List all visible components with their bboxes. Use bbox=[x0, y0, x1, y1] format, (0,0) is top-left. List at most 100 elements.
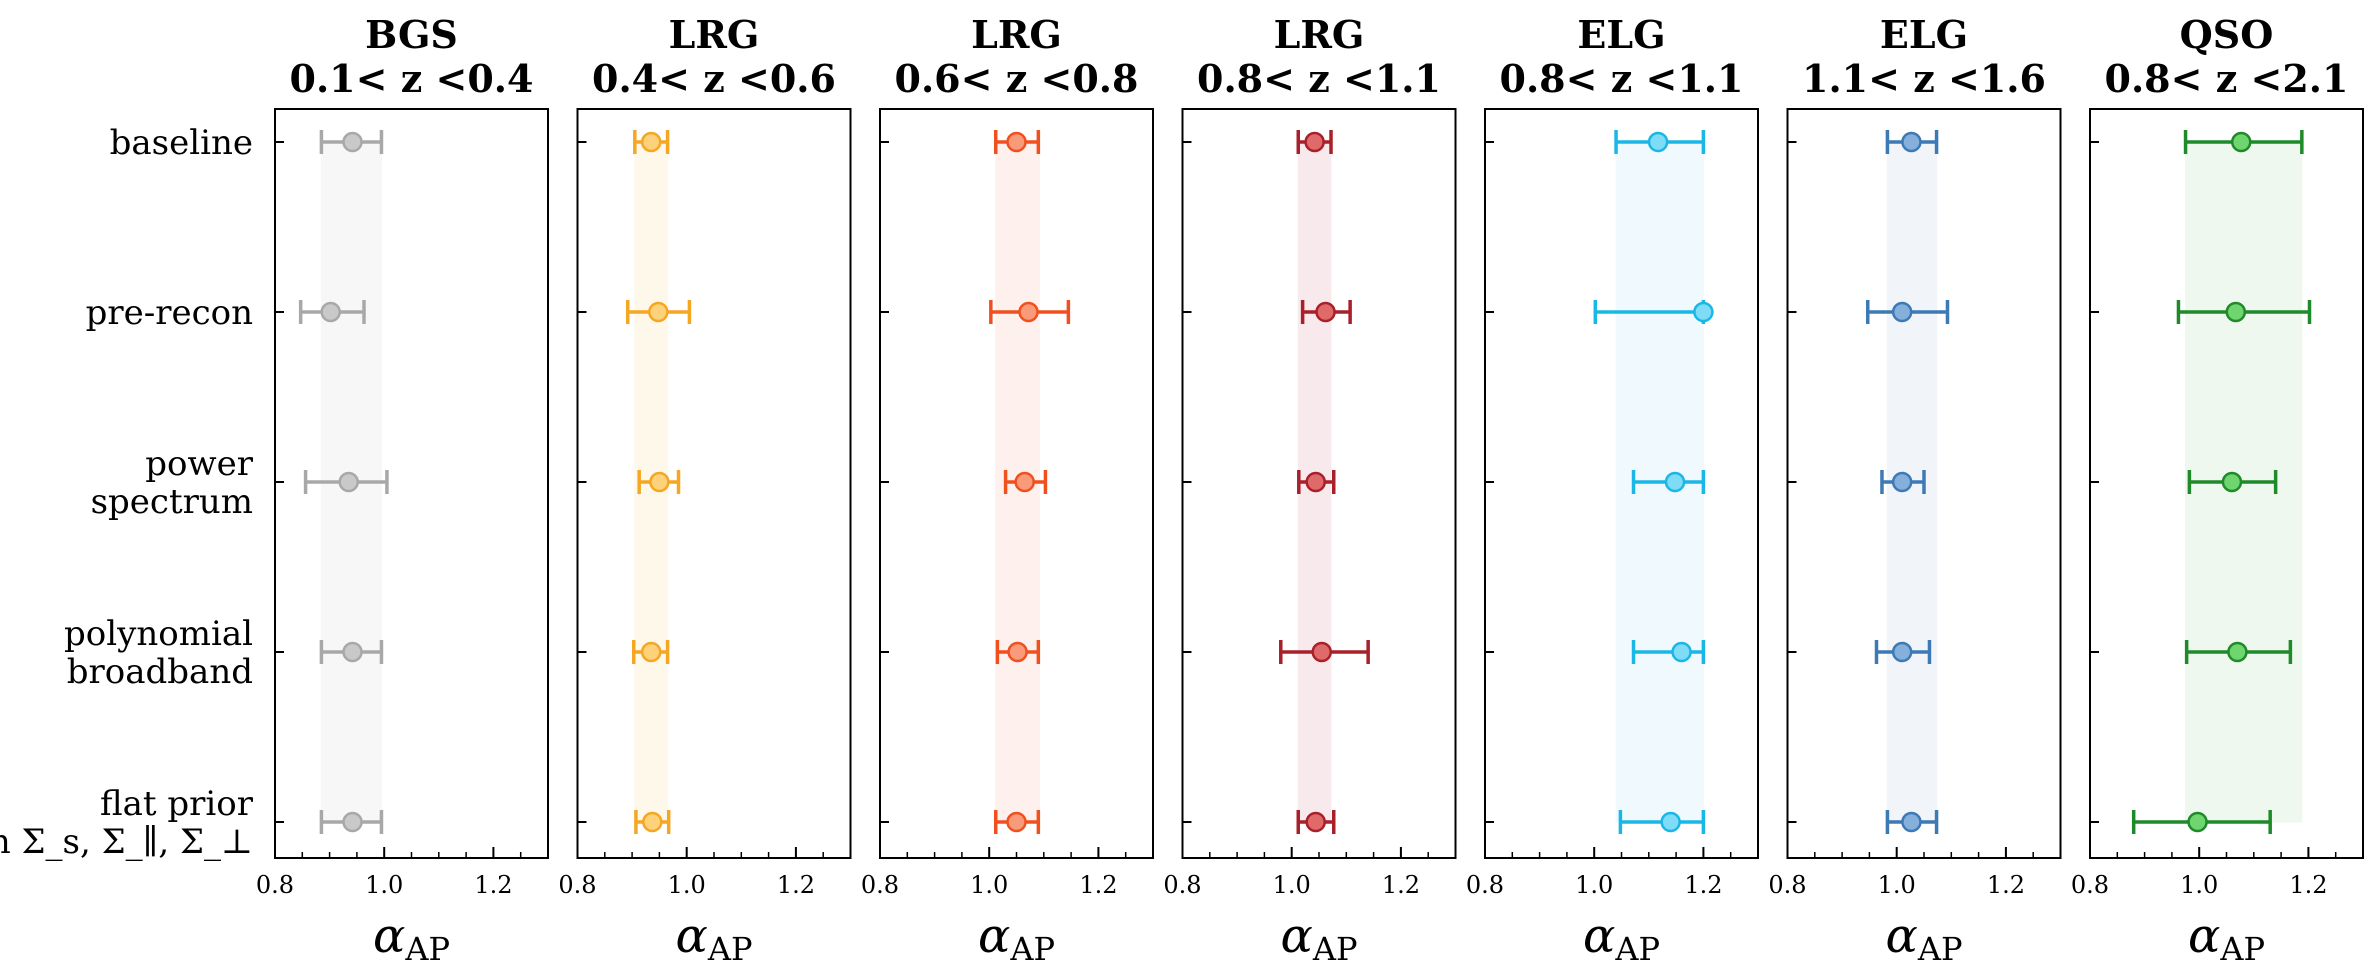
data-point-4-4 bbox=[1660, 811, 1681, 833]
x-axis-label-subscript: AP bbox=[404, 930, 450, 968]
data-point-3-3 bbox=[1311, 641, 1332, 663]
data-point-5-3 bbox=[1891, 641, 1913, 663]
data-point-1-3 bbox=[640, 641, 662, 663]
tick-label-0-0: 0.8 bbox=[256, 871, 294, 899]
tick-label-3-0: 0.8 bbox=[1163, 871, 1201, 899]
data-point-2-2 bbox=[1014, 471, 1035, 493]
row-label-3-0: polynomial bbox=[64, 614, 253, 654]
row-label-2-1: spectrum bbox=[91, 482, 253, 522]
panel-title-4: ELG bbox=[1577, 12, 1665, 57]
panel-range-1: 0.4< z <0.6 bbox=[592, 56, 836, 101]
panel-range-2: 0.6< z <0.8 bbox=[895, 56, 1139, 101]
x-axis-label-symbol: α bbox=[1583, 908, 1615, 964]
data-point-2-4 bbox=[1006, 811, 1027, 833]
tick-label-5-1: 1.0 bbox=[1878, 871, 1916, 899]
tick-label-1-1: 1.0 bbox=[668, 871, 706, 899]
x-axis-label-subscript: AP bbox=[1917, 930, 1963, 968]
panel-frame-1 bbox=[576, 108, 852, 859]
data-point-4-1 bbox=[1693, 301, 1714, 323]
row-label-4-1: on Σ_s, Σ_∥, Σ_⊥ bbox=[0, 822, 253, 862]
data-point-4-3 bbox=[1671, 641, 1692, 663]
tick-label-2-1: 1.0 bbox=[970, 871, 1008, 899]
x-axis-label-symbol: α bbox=[675, 908, 707, 964]
x-axis-label-symbol: α bbox=[1885, 908, 1917, 964]
data-point-2-1 bbox=[1018, 301, 1039, 323]
x-axis-label-subscript: AP bbox=[2219, 930, 2265, 968]
x-axis-label-0: αAP bbox=[373, 908, 450, 968]
row-label-4-0: flat prior bbox=[100, 784, 254, 824]
panel-title-3: LRG bbox=[1274, 12, 1365, 57]
data-point-6-4 bbox=[2187, 811, 2208, 833]
tick-label-6-1: 1.0 bbox=[2180, 871, 2218, 899]
tick-label-2-0: 0.8 bbox=[861, 871, 899, 899]
tick-label-6-0: 0.8 bbox=[2071, 871, 2109, 899]
data-point-4-0 bbox=[1647, 131, 1669, 153]
data-point-6-2 bbox=[2221, 471, 2243, 493]
x-axis-label-subscript: AP bbox=[1312, 930, 1358, 968]
panel-range-5: 1.1< z <1.6 bbox=[1802, 56, 2046, 101]
data-point-1-4 bbox=[642, 811, 663, 833]
data-point-0-3 bbox=[342, 641, 363, 663]
row-label-2-0: power bbox=[145, 444, 253, 484]
row-label-0-0: baseline bbox=[110, 123, 253, 163]
x-axis-label-symbol: α bbox=[1280, 908, 1312, 964]
x-axis-label-5: αAP bbox=[1885, 908, 1962, 968]
x-axis-label-subscript: AP bbox=[707, 930, 753, 968]
data-point-0-0 bbox=[342, 131, 363, 153]
data-point-5-4 bbox=[1901, 811, 1922, 833]
data-point-4-2 bbox=[1664, 471, 1686, 493]
data-point-0-1 bbox=[320, 301, 341, 323]
x-axis-label-6: αAP bbox=[2188, 908, 2265, 968]
x-axis-label-symbol: α bbox=[373, 908, 405, 964]
data-point-2-0 bbox=[1006, 131, 1027, 153]
data-point-1-0 bbox=[640, 131, 662, 153]
tick-label-0-2: 1.2 bbox=[474, 871, 512, 899]
tick-label-3-2: 1.2 bbox=[1382, 871, 1420, 899]
tick-label-4-0: 0.8 bbox=[1466, 871, 1504, 899]
tick-label-3-1: 1.0 bbox=[1273, 871, 1311, 899]
x-axis-label-4: αAP bbox=[1583, 908, 1660, 968]
data-point-3-0 bbox=[1304, 131, 1325, 153]
data-point-3-2 bbox=[1305, 471, 1326, 493]
panel-range-4: 0.8< z <1.1 bbox=[1500, 56, 1744, 101]
data-point-5-0 bbox=[1901, 131, 1922, 153]
data-point-0-4 bbox=[342, 811, 363, 833]
tick-label-4-1: 1.0 bbox=[1575, 871, 1613, 899]
row-label-3-1: broadband bbox=[67, 652, 253, 692]
x-axis-label-symbol: α bbox=[2188, 908, 2220, 964]
tick-label-0-1: 1.0 bbox=[365, 871, 403, 899]
tick-label-5-0: 0.8 bbox=[1768, 871, 1806, 899]
panel-range-0: 0.1< z <0.4 bbox=[290, 56, 534, 101]
data-point-1-2 bbox=[649, 471, 670, 493]
panel-title-2: LRG bbox=[971, 12, 1062, 57]
panel-range-6: 0.8< z <2.1 bbox=[2105, 56, 2349, 101]
data-point-1-1 bbox=[648, 301, 669, 323]
tick-label-1-2: 1.2 bbox=[777, 871, 815, 899]
x-axis-label-3: αAP bbox=[1280, 908, 1357, 968]
data-point-6-3 bbox=[2227, 641, 2248, 663]
x-axis-label-subscript: AP bbox=[1614, 930, 1660, 968]
data-point-3-4 bbox=[1305, 811, 1326, 833]
data-point-6-0 bbox=[2230, 131, 2252, 153]
data-point-2-3 bbox=[1007, 641, 1028, 663]
tick-label-1-0: 0.8 bbox=[558, 871, 596, 899]
data-point-5-1 bbox=[1891, 301, 1913, 323]
panel-title-0: BGS bbox=[365, 12, 458, 57]
panel-title-6: QSO bbox=[2180, 12, 2274, 57]
tick-label-4-2: 1.2 bbox=[1684, 871, 1722, 899]
data-point-6-1 bbox=[2225, 301, 2247, 323]
x-axis-label-1: αAP bbox=[675, 908, 752, 968]
data-point-5-2 bbox=[1891, 471, 1913, 493]
row-label-1-0: pre-recon bbox=[86, 293, 253, 333]
panel-title-5: ELG bbox=[1880, 12, 1968, 57]
panel-title-1: LRG bbox=[669, 12, 760, 57]
x-axis-label-subscript: AP bbox=[1009, 930, 1055, 968]
